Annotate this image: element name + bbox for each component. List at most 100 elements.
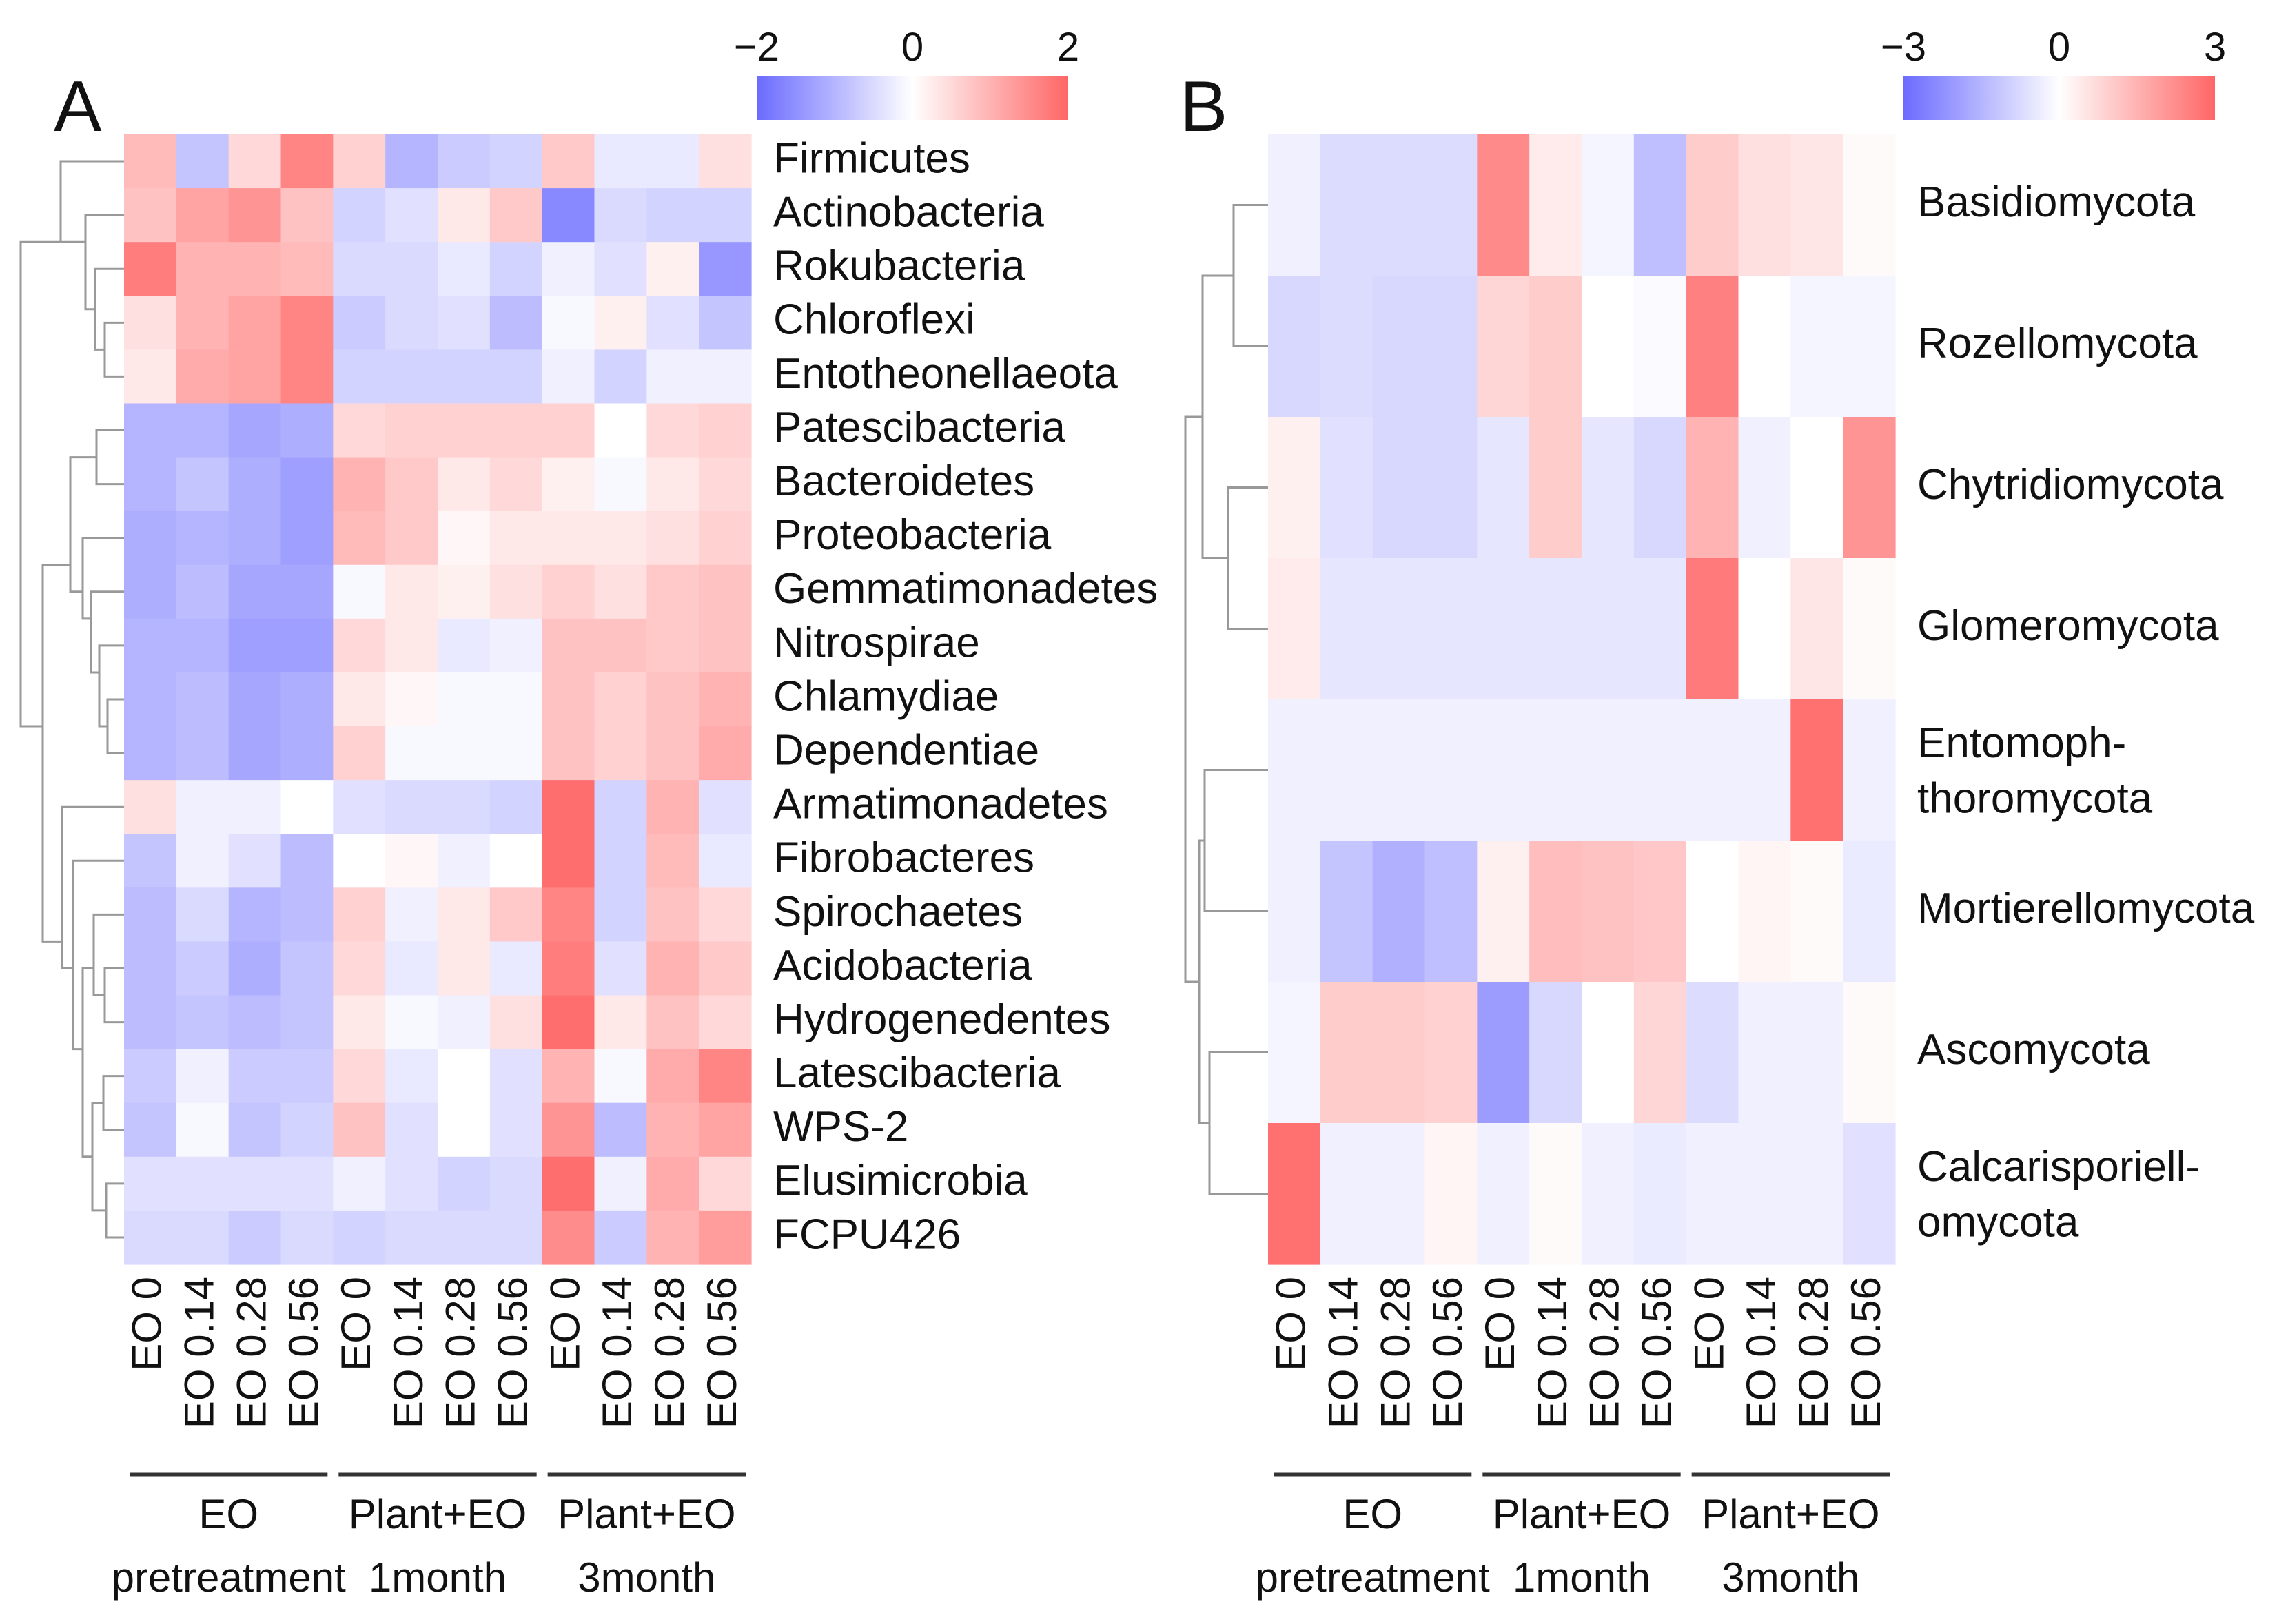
heatmap-cell (542, 995, 595, 1050)
heatmap-cell (1529, 841, 1582, 983)
column-label: EO 0 (333, 1277, 379, 1371)
heatmap-cell (1843, 417, 1896, 559)
heatmap-cell (489, 188, 543, 243)
row-label: WPS-2 (773, 1103, 908, 1151)
dendrogram-branch (1232, 204, 1268, 347)
heatmap-cell (333, 618, 386, 673)
heatmap-cell (646, 726, 699, 781)
heatmap-cell (699, 188, 752, 243)
heatmap-cell (333, 511, 386, 566)
heatmap-cell (1843, 699, 1896, 841)
column-label: EO 0.14 (1320, 1277, 1367, 1428)
heatmap-cell (228, 296, 282, 350)
group-label-sub: pretreatment (1256, 1554, 1490, 1601)
heatmap-cell (594, 296, 647, 350)
heatmap-cell (1372, 134, 1426, 276)
heatmap-cell (280, 403, 334, 458)
heatmap-cell (489, 1156, 543, 1211)
heatmap-cell (280, 349, 334, 404)
heatmap-cell (1686, 417, 1739, 559)
heatmap-cell (280, 995, 334, 1050)
heatmap-cell (385, 1210, 438, 1265)
heatmap-cell (594, 188, 647, 243)
heatmap-cell (1268, 841, 1321, 983)
heatmap-cell (1738, 699, 1791, 841)
panel-label: A (54, 67, 102, 147)
heatmap-cell (542, 1102, 595, 1158)
heatmap-cell (1686, 841, 1739, 983)
heatmap-cell (594, 511, 647, 566)
color-scale-bar (757, 76, 1068, 120)
row-label: Dependentiae (773, 726, 1039, 774)
heatmap-cell (333, 834, 386, 888)
heatmap-cell (489, 1102, 543, 1158)
heatmap-cell (438, 726, 491, 781)
heatmap-cell (385, 1156, 438, 1211)
heatmap-cell (1424, 699, 1478, 841)
heatmap-cell (124, 618, 177, 673)
group-label-sub: pretreatment (112, 1554, 346, 1601)
heatmap-cell (333, 726, 386, 781)
heatmap-cell (489, 242, 543, 296)
heatmap-cell (438, 349, 491, 404)
row-label: Entotheonellaeota (773, 350, 1118, 398)
heatmap-cell (438, 1049, 491, 1104)
heatmap-cell (1320, 276, 1373, 418)
dendrogram-branch (81, 537, 124, 620)
heatmap-cell (594, 887, 647, 943)
dendrogram-branch (102, 1075, 124, 1131)
row-label: FCPU426 (773, 1211, 961, 1258)
heatmap-cell (438, 188, 491, 243)
heatmap-cell (1268, 417, 1321, 559)
heatmap-cell (124, 941, 177, 996)
heatmap-cell (1633, 841, 1687, 983)
heatmap-cell (594, 242, 647, 296)
dendrogram-branch (95, 429, 124, 486)
row-label: Hydrogenedentes (773, 996, 1110, 1043)
heatmap-cell (1320, 558, 1373, 700)
heatmap-cell (542, 403, 595, 458)
heatmap-cell (280, 672, 334, 727)
row-label: Chytridiomycota (1917, 461, 2224, 508)
column-label: EO 0 (542, 1277, 588, 1371)
panel-label: B (1180, 67, 1227, 147)
heatmap-cell (280, 887, 334, 943)
heatmap-cell (228, 349, 282, 404)
dendrogram-branch (94, 267, 124, 351)
heatmap-cell (489, 995, 543, 1050)
heatmap-cell (1843, 841, 1896, 983)
heatmap-cell (228, 188, 282, 243)
heatmap-cell (438, 672, 491, 727)
heatmap-cell (385, 726, 438, 781)
heatmap-cell (228, 511, 282, 566)
heatmap-cell (1320, 841, 1373, 983)
dendrogram-branch (1208, 1051, 1268, 1195)
heatmap-cell (542, 457, 595, 512)
heatmap-cell (699, 564, 752, 619)
heatmap-cell (594, 726, 647, 781)
heatmap-cell (489, 887, 543, 943)
row-label: Bacteroidetes (773, 458, 1034, 505)
heatmap-cell (1372, 982, 1426, 1124)
heatmap-cell (489, 134, 543, 189)
heatmap-cell (699, 618, 752, 673)
group-label: Plant+EO (1702, 1491, 1880, 1537)
heatmap-cell (280, 618, 334, 673)
heatmap-cell (646, 995, 699, 1050)
row-label: Basidiomycota (1917, 178, 2196, 226)
heatmap-cell (542, 349, 595, 404)
group-label: Plant+EO (558, 1491, 736, 1537)
heatmap-cell (438, 296, 491, 350)
heatmap-cell (438, 242, 491, 296)
heatmap-cell (594, 1156, 647, 1211)
heatmap-cell (594, 1102, 647, 1158)
dendrogram-branch (81, 967, 94, 1158)
heatmap-cell (594, 1210, 647, 1265)
heatmap-cell (385, 780, 438, 834)
panel-a: Firmicutes Actinobacteria Rokubacteria Chlo… (19, 25, 1158, 1601)
heatmap-cell (1320, 1123, 1373, 1265)
heatmap-cell (333, 564, 386, 619)
heatmap-cell (594, 134, 647, 189)
heatmap-cell (1686, 558, 1739, 700)
